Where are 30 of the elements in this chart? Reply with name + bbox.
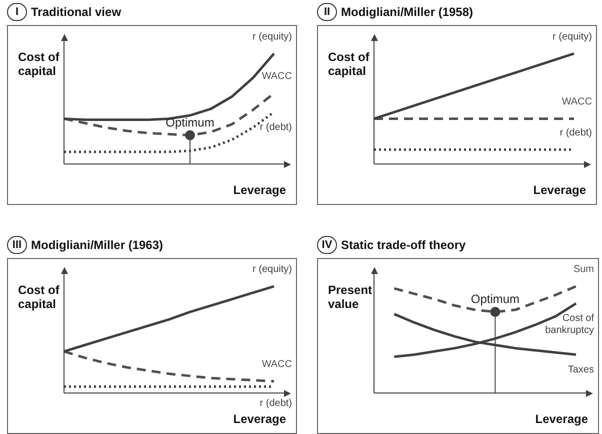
x-axis-title: Leverage: [233, 183, 286, 197]
chart-title: Traditional view: [31, 5, 122, 19]
y-axis-title: Cost of capital: [18, 283, 60, 311]
chart-title: Static trade-off theory: [341, 238, 466, 252]
series-label: WACC: [262, 71, 292, 82]
x-axis-title: Leverage: [533, 183, 586, 197]
y-axis-title: Cost of capital: [18, 50, 60, 78]
series-label: Cost of bankruptcy: [545, 313, 594, 336]
chart-subtitle: II: [317, 3, 337, 21]
annotation: Optimum: [470, 292, 520, 306]
series-label: r (equity): [252, 31, 292, 42]
annotation: Optimum: [166, 116, 214, 130]
series-label: r (equity): [252, 264, 292, 276]
series-label: r (equity): [552, 31, 592, 42]
series-label: WACC: [262, 359, 292, 370]
legend-label: r (debt): [260, 398, 292, 409]
x-axis-title: Leverage: [233, 412, 286, 426]
series-label: WACC: [562, 96, 592, 108]
chart-subtitle: IV: [317, 236, 337, 254]
x-axis-title: Leverage: [535, 412, 588, 426]
y-axis-title: Present value: [328, 283, 374, 311]
series-label: Sum: [573, 264, 594, 276]
series-label: r (debt): [560, 127, 592, 138]
chart-title: Modigliani/Miller (1958): [341, 5, 474, 19]
chart-subtitle: III: [7, 236, 27, 254]
chart-subtitle: I: [7, 3, 27, 21]
chart-title: Modigliani/Miller (1963): [31, 238, 164, 252]
series-label: Taxes: [568, 364, 594, 376]
series-label: r (debt): [260, 122, 292, 133]
y-axis-title: Cost of capital: [328, 50, 370, 78]
